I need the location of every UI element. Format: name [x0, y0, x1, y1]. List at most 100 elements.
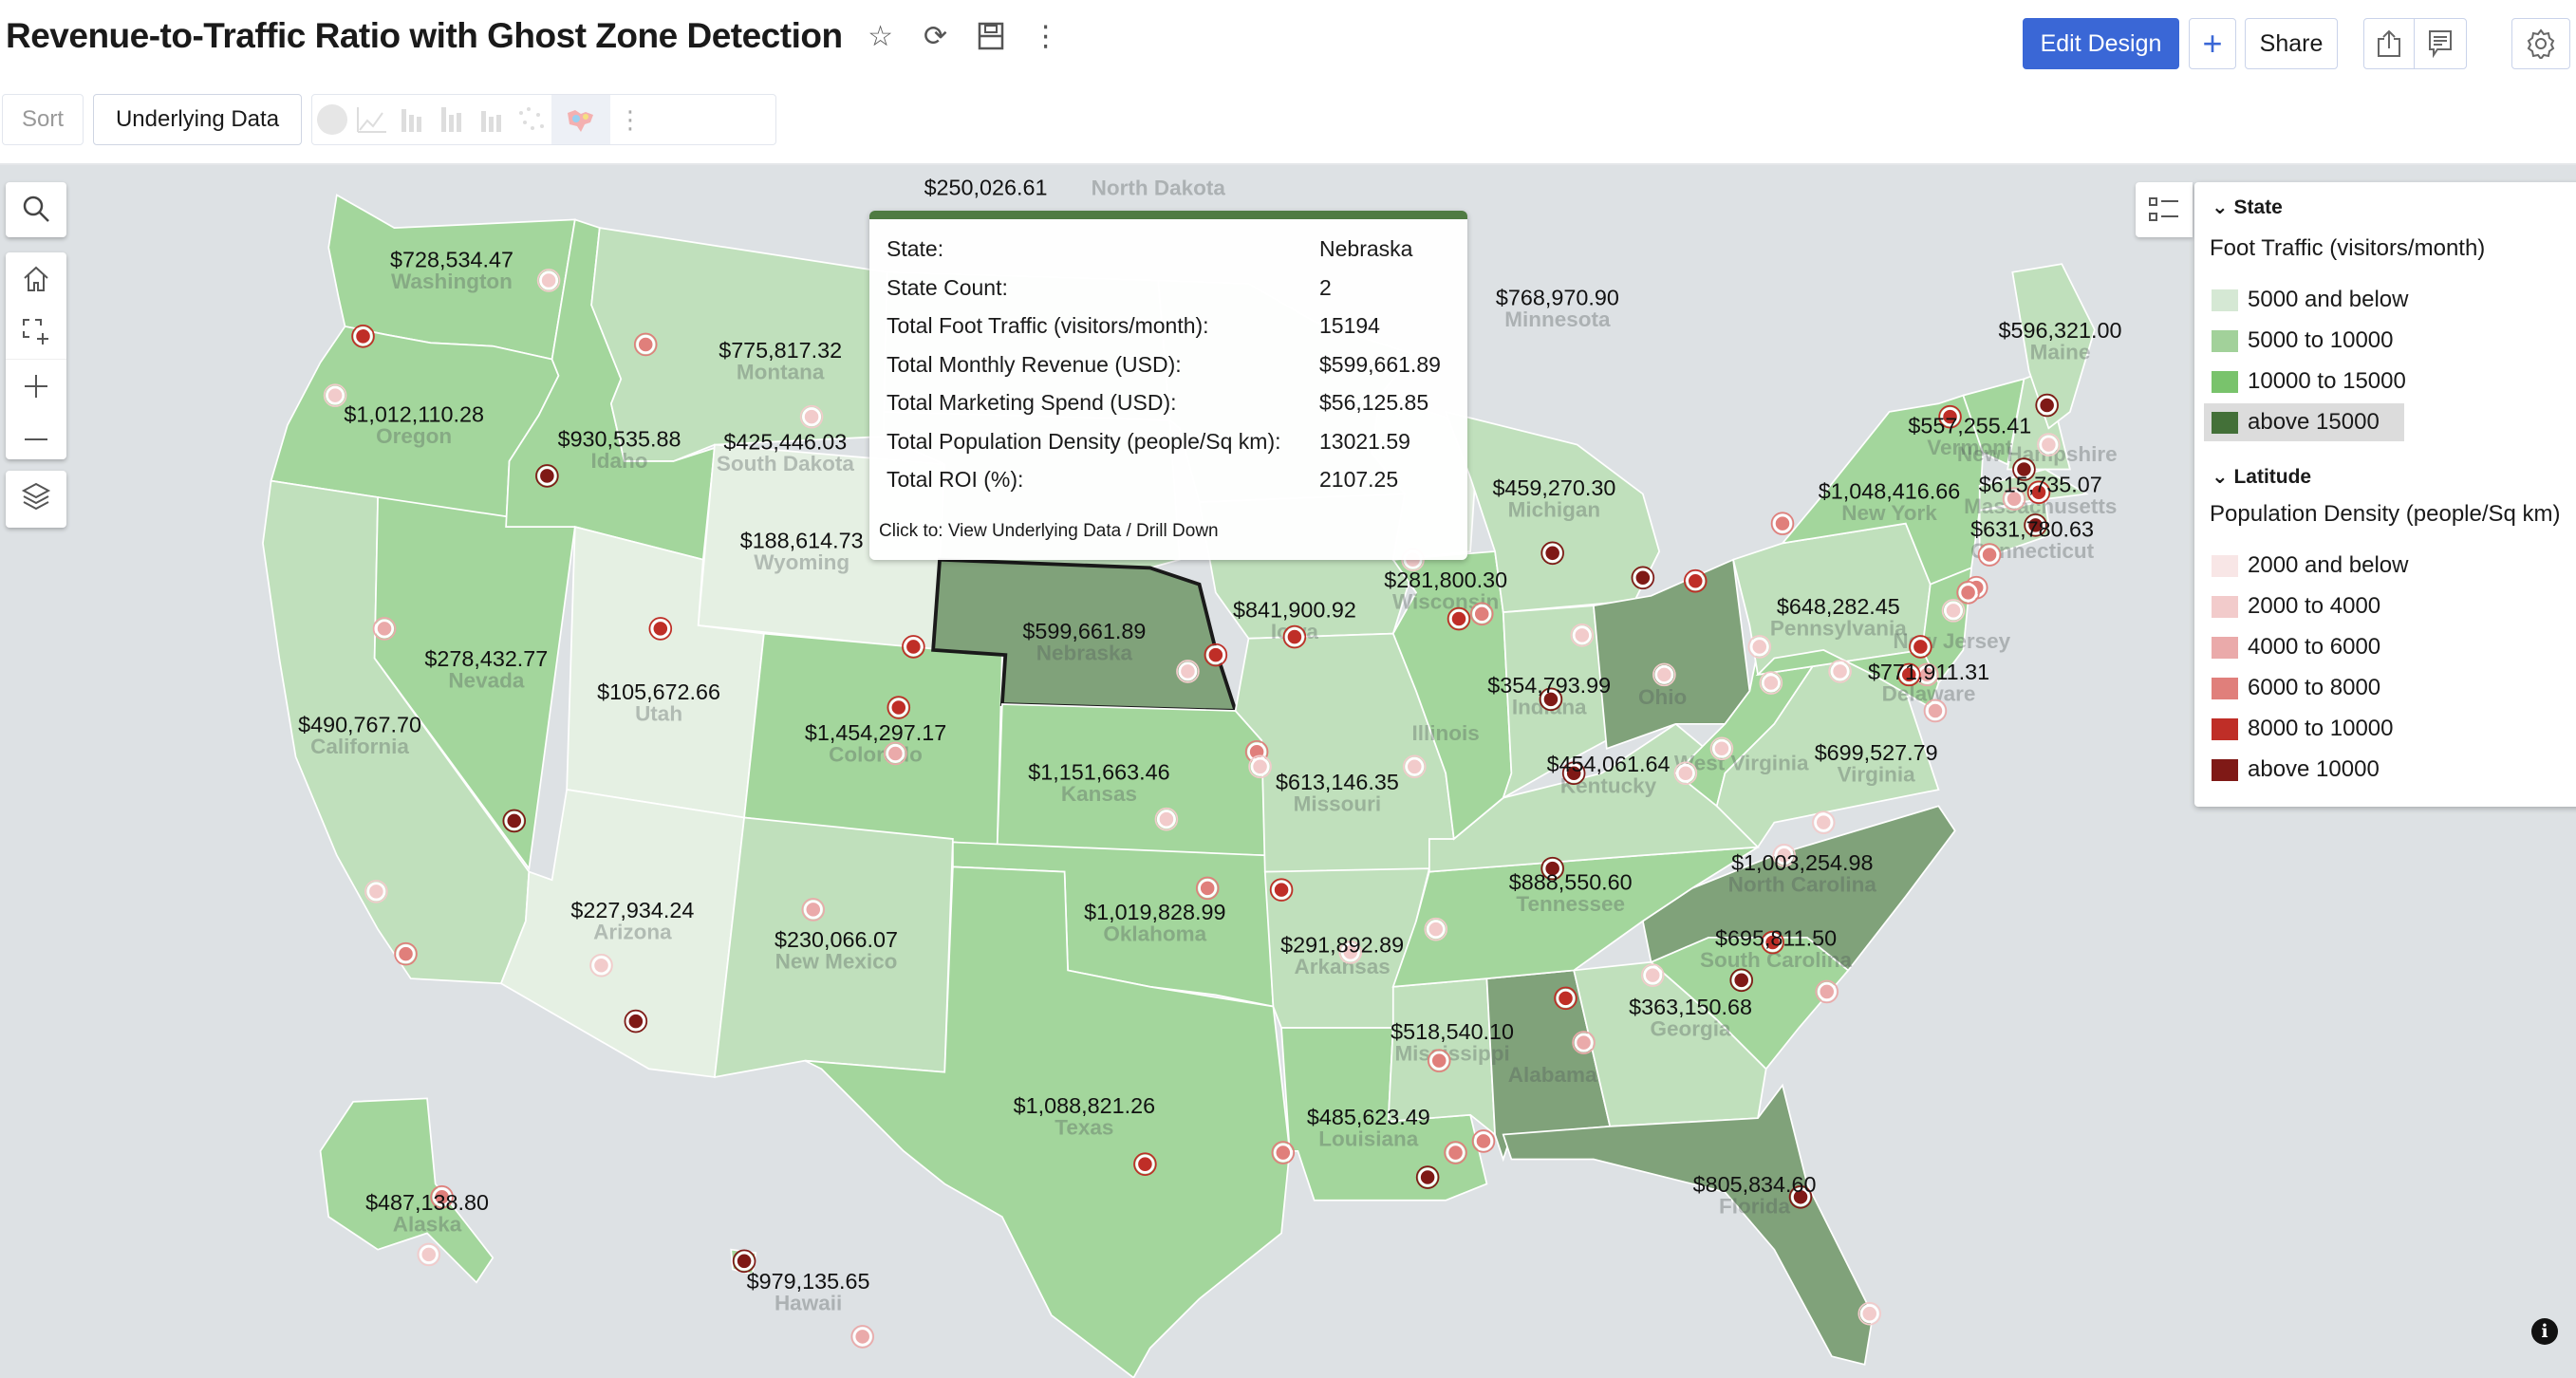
density-marker[interactable] [1911, 637, 1931, 657]
density-marker[interactable] [537, 466, 557, 486]
density-marker[interactable] [591, 956, 611, 976]
state-florida[interactable] [1502, 1083, 1875, 1366]
density-marker[interactable] [1156, 810, 1176, 829]
density-marker[interactable] [1205, 645, 1225, 665]
legend-item-foot-traffic[interactable]: 10000 to 15000 [2204, 363, 2431, 400]
zoom-in-icon[interactable] [6, 359, 66, 413]
home-icon[interactable] [6, 252, 66, 306]
more-options-icon[interactable]: ⋮ [1031, 20, 1060, 52]
layers-button[interactable] [6, 471, 66, 528]
density-marker[interactable] [374, 619, 395, 639]
star-icon[interactable]: ☆ [868, 20, 894, 52]
density-marker[interactable] [2025, 515, 2045, 535]
density-marker[interactable] [802, 407, 822, 427]
density-marker[interactable] [1448, 608, 1469, 629]
pie-chart-icon[interactable] [312, 95, 352, 144]
density-marker[interactable] [353, 326, 373, 346]
info-icon[interactable]: i [2531, 1318, 2558, 1345]
density-marker[interactable] [1940, 407, 1960, 427]
state-texas[interactable] [804, 866, 1291, 1378]
density-marker[interactable] [1429, 1051, 1449, 1071]
refresh-icon[interactable]: ⟳ [923, 20, 948, 52]
more-charts-icon[interactable]: ⋮ [618, 104, 643, 134]
density-marker[interactable] [1643, 965, 1663, 985]
density-marker[interactable] [1761, 673, 1781, 693]
state-alaska[interactable] [319, 1097, 495, 1284]
density-marker[interactable] [803, 900, 823, 920]
density-marker[interactable] [2028, 482, 2049, 502]
state-north-carolina[interactable] [1641, 805, 1956, 972]
density-marker[interactable] [1790, 1187, 1811, 1207]
stacked-bar-icon[interactable] [432, 95, 472, 144]
density-marker[interactable] [1564, 763, 1584, 783]
density-marker[interactable] [1418, 1167, 1438, 1187]
density-marker[interactable] [539, 270, 559, 290]
density-marker[interactable] [1654, 664, 1674, 684]
density-marker[interactable] [504, 810, 524, 830]
legend-toggle-button[interactable] [2136, 182, 2193, 237]
density-marker[interactable] [904, 637, 924, 657]
density-marker[interactable] [1817, 981, 1837, 1001]
density-marker[interactable] [1472, 604, 1492, 624]
density-marker[interactable] [735, 1251, 755, 1271]
density-marker[interactable] [1925, 700, 1946, 720]
density-marker[interactable] [1272, 880, 1292, 900]
density-marker[interactable] [1542, 543, 1562, 563]
density-marker[interactable] [1943, 601, 1964, 621]
density-marker[interactable] [1572, 625, 1592, 645]
density-marker[interactable] [886, 743, 905, 763]
legend-item-population-density[interactable]: 4000 to 6000 [2204, 628, 2405, 666]
density-marker[interactable] [650, 619, 670, 639]
density-marker[interactable] [852, 1327, 872, 1347]
comment-button[interactable] [2414, 18, 2467, 69]
map-chart-icon[interactable] [551, 95, 610, 144]
state-vermont[interactable] [1962, 378, 2025, 466]
edit-design-button[interactable]: Edit Design [2023, 18, 2179, 69]
density-marker[interactable] [1178, 661, 1198, 681]
density-marker[interactable] [1340, 942, 1360, 962]
density-marker[interactable] [1749, 637, 1769, 657]
density-marker[interactable] [1574, 1033, 1594, 1052]
density-marker[interactable] [1814, 812, 1834, 832]
density-marker[interactable] [1830, 661, 1850, 681]
export-button[interactable] [2363, 18, 2415, 69]
zoom-out-icon[interactable] [6, 413, 66, 466]
bar-chart-icon[interactable] [392, 95, 432, 144]
density-marker[interactable] [1135, 1154, 1155, 1174]
legend-item-foot-traffic[interactable]: above 15000 [2204, 403, 2404, 441]
sort-button[interactable]: Sort [2, 94, 84, 145]
density-marker[interactable] [1958, 583, 1978, 603]
legend-item-population-density[interactable]: above 10000 [2204, 751, 2404, 789]
search-map-button[interactable] [6, 182, 66, 237]
settings-button[interactable] [2511, 18, 2570, 69]
density-marker[interactable] [1633, 568, 1652, 587]
state-maine[interactable] [2011, 263, 2096, 430]
density-marker[interactable] [1473, 1131, 1494, 1151]
density-marker[interactable] [1731, 970, 1751, 990]
density-marker[interactable] [419, 1244, 439, 1264]
density-marker[interactable] [2014, 459, 2034, 479]
legend-section-state[interactable]: ⌄ State [2212, 196, 2283, 218]
density-marker[interactable] [1542, 859, 1562, 879]
share-button[interactable]: Share [2245, 18, 2338, 69]
density-marker[interactable] [1446, 1143, 1465, 1163]
density-marker[interactable] [888, 698, 908, 717]
save-icon[interactable] [974, 17, 1008, 55]
density-marker[interactable] [1426, 920, 1446, 940]
density-marker[interactable] [396, 944, 416, 964]
add-button[interactable]: + [2189, 18, 2236, 69]
density-marker[interactable] [1763, 932, 1783, 953]
density-marker[interactable] [1556, 988, 1576, 1008]
density-marker[interactable] [636, 334, 656, 355]
legend-item-population-density[interactable]: 2000 to 4000 [2204, 587, 2405, 625]
combo-chart-icon[interactable] [472, 95, 512, 144]
density-marker[interactable] [1772, 513, 1793, 533]
density-marker[interactable] [2037, 395, 2057, 416]
line-chart-icon[interactable] [352, 95, 392, 144]
density-marker[interactable] [432, 1187, 452, 1207]
legend-section-latitude[interactable]: ⌄ Latitude [2212, 466, 2312, 488]
density-marker[interactable] [1198, 878, 1218, 898]
state-delaware[interactable] [1755, 648, 1940, 709]
density-marker[interactable] [1859, 1304, 1879, 1324]
density-marker[interactable] [1686, 571, 1706, 591]
